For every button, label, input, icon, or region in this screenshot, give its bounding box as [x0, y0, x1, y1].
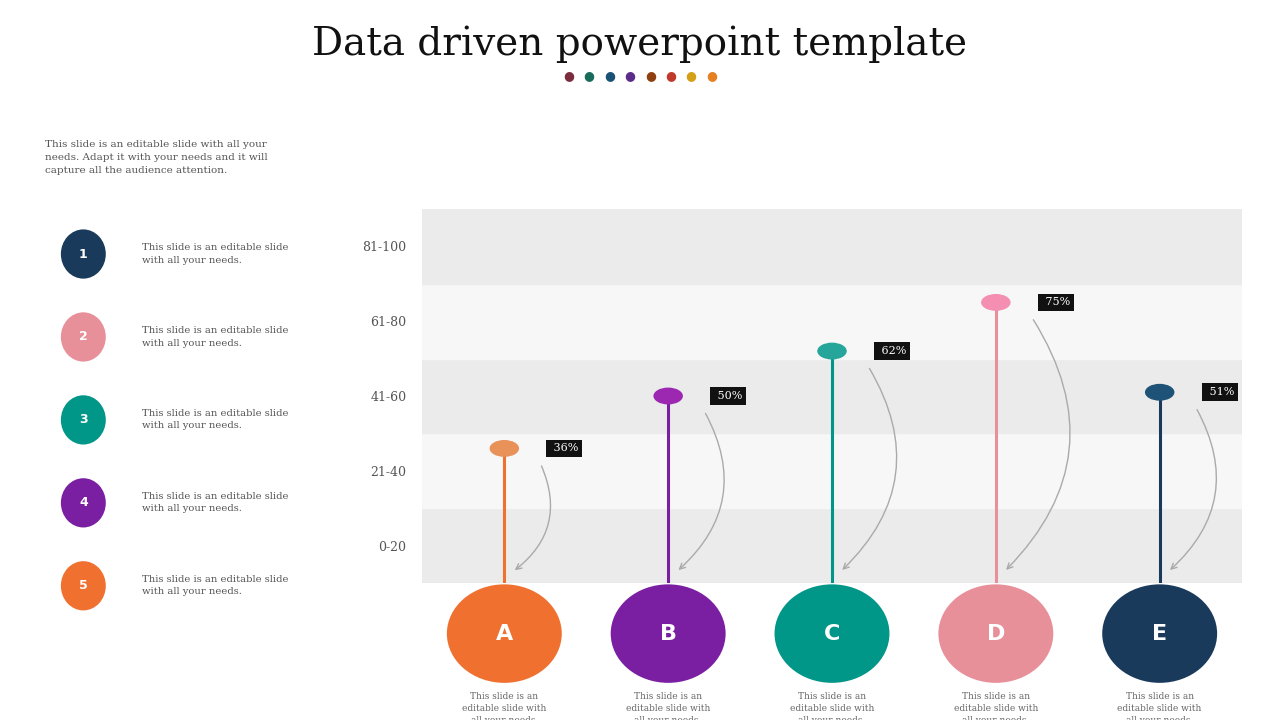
Text: This slide is an
editable slide with
all your needs.: This slide is an editable slide with all…	[626, 692, 710, 720]
Ellipse shape	[61, 395, 106, 444]
Bar	[422, 508, 1242, 583]
Ellipse shape	[1144, 384, 1175, 400]
Text: ●: ●	[666, 69, 676, 82]
Text: C: C	[824, 624, 840, 644]
Ellipse shape	[611, 585, 726, 683]
Text: 62%: 62%	[878, 346, 906, 356]
Text: ●: ●	[686, 69, 696, 82]
Text: This slide is an
editable slide with
all your needs.: This slide is an editable slide with all…	[790, 692, 874, 720]
Ellipse shape	[61, 230, 106, 279]
Text: 50%: 50%	[714, 391, 742, 401]
Ellipse shape	[938, 585, 1053, 683]
Text: A: A	[495, 624, 513, 644]
Ellipse shape	[447, 585, 562, 683]
Bar	[422, 284, 1242, 359]
Text: 3: 3	[79, 413, 87, 426]
Text: ●: ●	[625, 69, 635, 82]
Text: This slide is an editable slide
with all your needs.: This slide is an editable slide with all…	[142, 410, 288, 431]
Ellipse shape	[980, 294, 1011, 311]
Ellipse shape	[653, 387, 684, 405]
Text: ●: ●	[604, 69, 614, 82]
Text: D: D	[987, 624, 1005, 644]
Text: B: B	[659, 624, 677, 644]
Text: 51%: 51%	[1206, 387, 1234, 397]
Text: ●: ●	[707, 69, 717, 82]
Text: ●: ●	[584, 69, 594, 82]
Text: ●: ●	[645, 69, 655, 82]
Text: This slide is an editable slide
with all your needs.: This slide is an editable slide with all…	[142, 243, 288, 264]
Text: E: E	[1152, 624, 1167, 644]
Text: This slide is an editable slide
with all your needs.: This slide is an editable slide with all…	[142, 492, 288, 513]
Bar	[422, 359, 1242, 433]
Ellipse shape	[774, 585, 890, 683]
Ellipse shape	[61, 478, 106, 528]
Ellipse shape	[61, 561, 106, 611]
Text: This slide is an
editable slide with
all your needs.: This slide is an editable slide with all…	[1117, 692, 1202, 720]
Text: This slide is an editable slide
with all your needs.: This slide is an editable slide with all…	[142, 575, 288, 596]
Ellipse shape	[817, 343, 847, 359]
Text: 2: 2	[79, 330, 88, 343]
Ellipse shape	[489, 440, 520, 456]
Text: 5: 5	[79, 580, 88, 593]
Text: 1: 1	[79, 248, 88, 261]
Ellipse shape	[61, 312, 106, 361]
Text: 36%: 36%	[550, 444, 579, 454]
Text: This slide is an editable slide
with all your needs.: This slide is an editable slide with all…	[142, 326, 288, 348]
Text: 4: 4	[79, 496, 88, 509]
Ellipse shape	[1102, 585, 1217, 683]
Text: This slide is an
editable slide with
all your needs.: This slide is an editable slide with all…	[954, 692, 1038, 720]
Bar	[422, 209, 1242, 284]
Bar	[422, 433, 1242, 508]
Text: This slide is an editable slide with all your
needs. Adapt it with your needs an: This slide is an editable slide with all…	[45, 140, 268, 176]
Text: ●: ●	[563, 69, 573, 82]
Text: This slide is an
editable slide with
all your needs.: This slide is an editable slide with all…	[462, 692, 547, 720]
Text: Data driven powerpoint template: Data driven powerpoint template	[312, 25, 968, 63]
Text: 75%: 75%	[1042, 297, 1070, 307]
